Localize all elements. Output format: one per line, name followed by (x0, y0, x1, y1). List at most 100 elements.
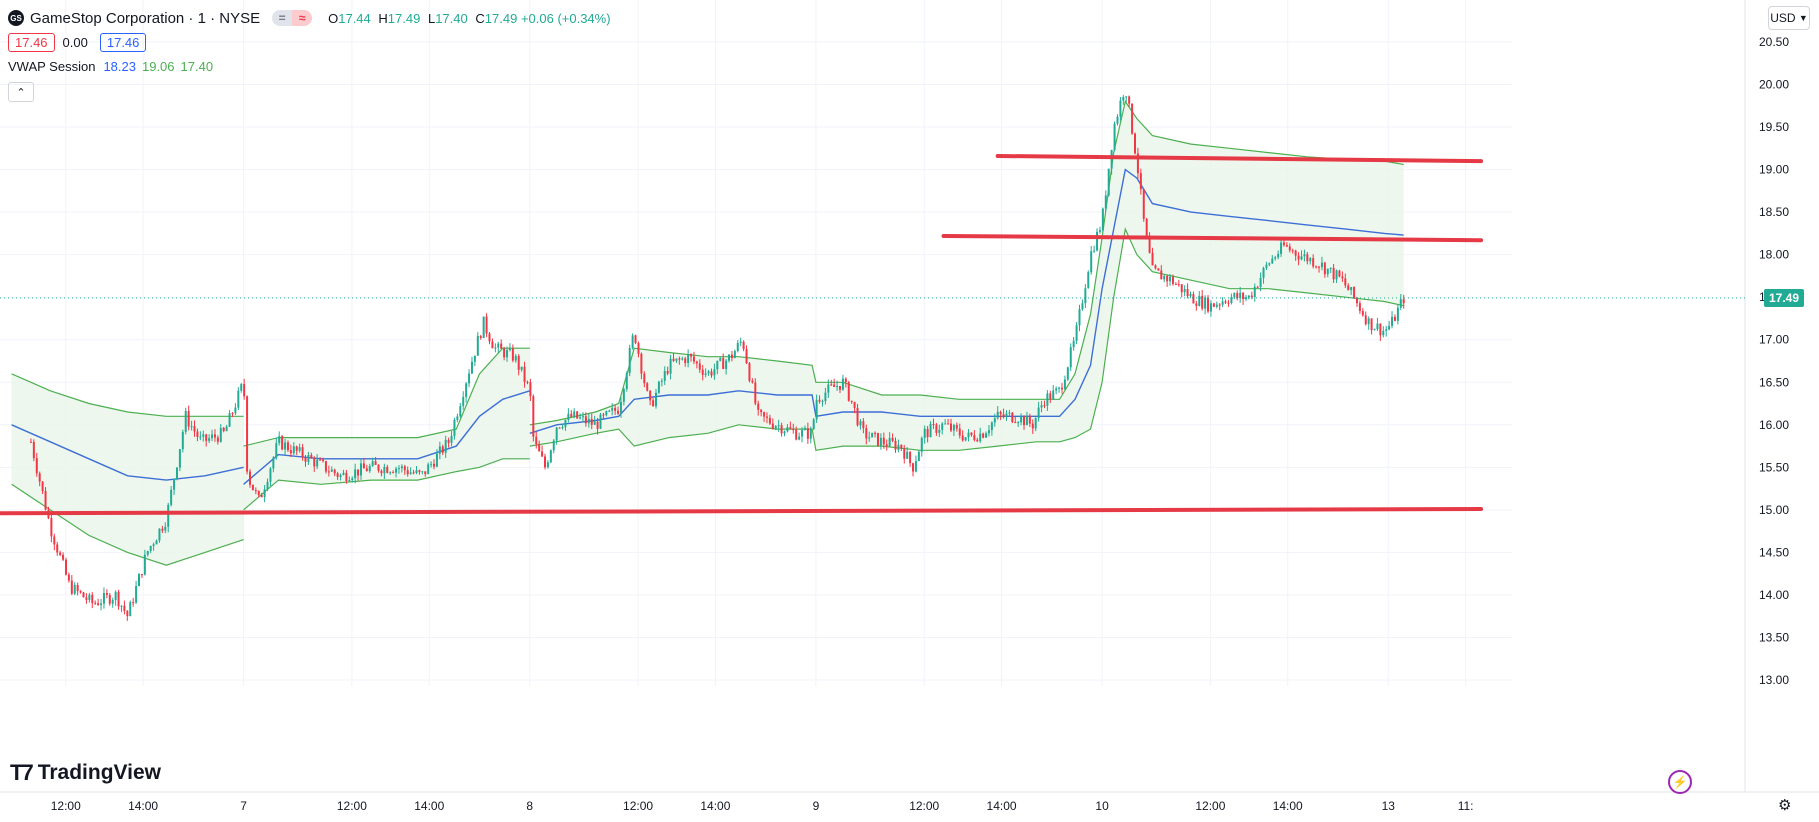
symbol-title[interactable]: GameStop Corporation · 1 · NYSE (30, 9, 261, 27)
candle-body (298, 447, 301, 451)
bolt-icon[interactable]: ⚡ (1668, 770, 1692, 794)
buy-button[interactable]: 17.46 (99, 32, 147, 52)
candle-body (1236, 293, 1239, 299)
candle-body (1242, 292, 1245, 300)
candle-body (990, 422, 993, 431)
candle-body (123, 605, 126, 611)
upper-band-line (243, 347, 530, 447)
candle-body (1218, 304, 1221, 306)
candle-body (196, 431, 199, 437)
candle-body (1014, 422, 1017, 424)
candle-body (479, 336, 482, 338)
candle-body (1052, 390, 1055, 400)
candle-body (1096, 231, 1099, 251)
candle-body (1084, 288, 1087, 304)
candle-body (1174, 283, 1177, 285)
candle-body (225, 426, 228, 432)
status-pill[interactable]: = ≈ (272, 10, 313, 26)
candle-body (935, 424, 938, 433)
candle-body (371, 461, 374, 466)
candle-body (111, 600, 114, 604)
candle-body (865, 428, 868, 439)
candle-body (173, 479, 176, 490)
currency-select[interactable]: USD ▼ (1768, 6, 1810, 30)
candle-body (441, 446, 444, 453)
candle-body (64, 559, 67, 575)
candle-body (438, 446, 441, 454)
candle-body (1297, 255, 1300, 260)
candle-body (1341, 276, 1344, 279)
candle-body (999, 411, 1002, 415)
candle-body (1122, 97, 1125, 101)
last-price-badge (1764, 289, 1804, 308)
candle-body (1049, 393, 1052, 400)
candle-body (728, 354, 731, 361)
gear-icon[interactable]: ⚙ (1778, 797, 1792, 814)
candle-body (1259, 277, 1262, 287)
candle-body (1399, 299, 1402, 308)
candle-body (517, 355, 520, 370)
candle-body (511, 348, 514, 361)
candle-body (400, 466, 403, 469)
candle-body (199, 436, 202, 438)
lower-band-value: 17.40 (180, 58, 214, 74)
candle-body (590, 418, 593, 425)
candle-body (1318, 266, 1321, 268)
candle-body (608, 410, 611, 412)
candle-body (1315, 266, 1318, 268)
candle-body (1312, 258, 1315, 267)
candle-body (1148, 236, 1151, 253)
candle-body (839, 386, 842, 390)
candle-body (1353, 287, 1356, 298)
candle-body (307, 454, 310, 462)
candle-body (774, 426, 777, 429)
x-tick-label: 14:00 (414, 799, 444, 813)
candle-body (558, 427, 561, 429)
candle-body (35, 458, 38, 474)
candle-body (596, 421, 599, 429)
candle-body (698, 363, 701, 370)
candle-body (1271, 258, 1274, 264)
candle-body (406, 470, 409, 475)
x-tick-label: 12:00 (51, 799, 81, 813)
lower-band-line (11, 483, 244, 566)
candle-body (1391, 316, 1394, 326)
candle-body (1151, 252, 1154, 266)
candle-body (1350, 287, 1353, 291)
candle-body (1201, 295, 1204, 309)
candle-body (138, 574, 141, 587)
indicator-row[interactable]: VWAP Session 18.23 19.06 17.40 (8, 54, 611, 78)
candle-body (351, 478, 354, 481)
candle-body (88, 594, 91, 600)
candle-body (666, 370, 669, 374)
candle-body (929, 423, 932, 438)
candle-body (1169, 276, 1172, 282)
upper-band-line (529, 100, 1404, 426)
y-tick-label: 20.00 (1759, 78, 1789, 92)
candle-body (961, 435, 964, 441)
candle-body (44, 491, 47, 510)
candle-body (1367, 318, 1370, 325)
candle-body (1081, 303, 1084, 310)
indicator-name[interactable]: VWAP Session (8, 58, 96, 74)
sell-button[interactable]: 17.46 (8, 32, 55, 52)
candle-body (622, 389, 625, 402)
candle-body (640, 353, 643, 374)
candle-body (418, 470, 421, 472)
chevron-up-icon[interactable]: ⌃ (8, 82, 34, 102)
candle-body (888, 437, 891, 447)
candle-body (926, 428, 929, 438)
candle-body (222, 427, 225, 432)
tradingview-logo[interactable]: T7 TradingView (10, 760, 161, 786)
candle-body (246, 396, 249, 472)
candle-body (339, 474, 342, 477)
candle-body (1154, 265, 1157, 269)
candle-body (1335, 270, 1338, 280)
candle-body (821, 401, 824, 403)
candle-body (1177, 284, 1180, 286)
candle-body (508, 348, 511, 351)
candle-body (660, 380, 663, 382)
candle-body (216, 437, 219, 442)
candle-body (482, 316, 485, 338)
